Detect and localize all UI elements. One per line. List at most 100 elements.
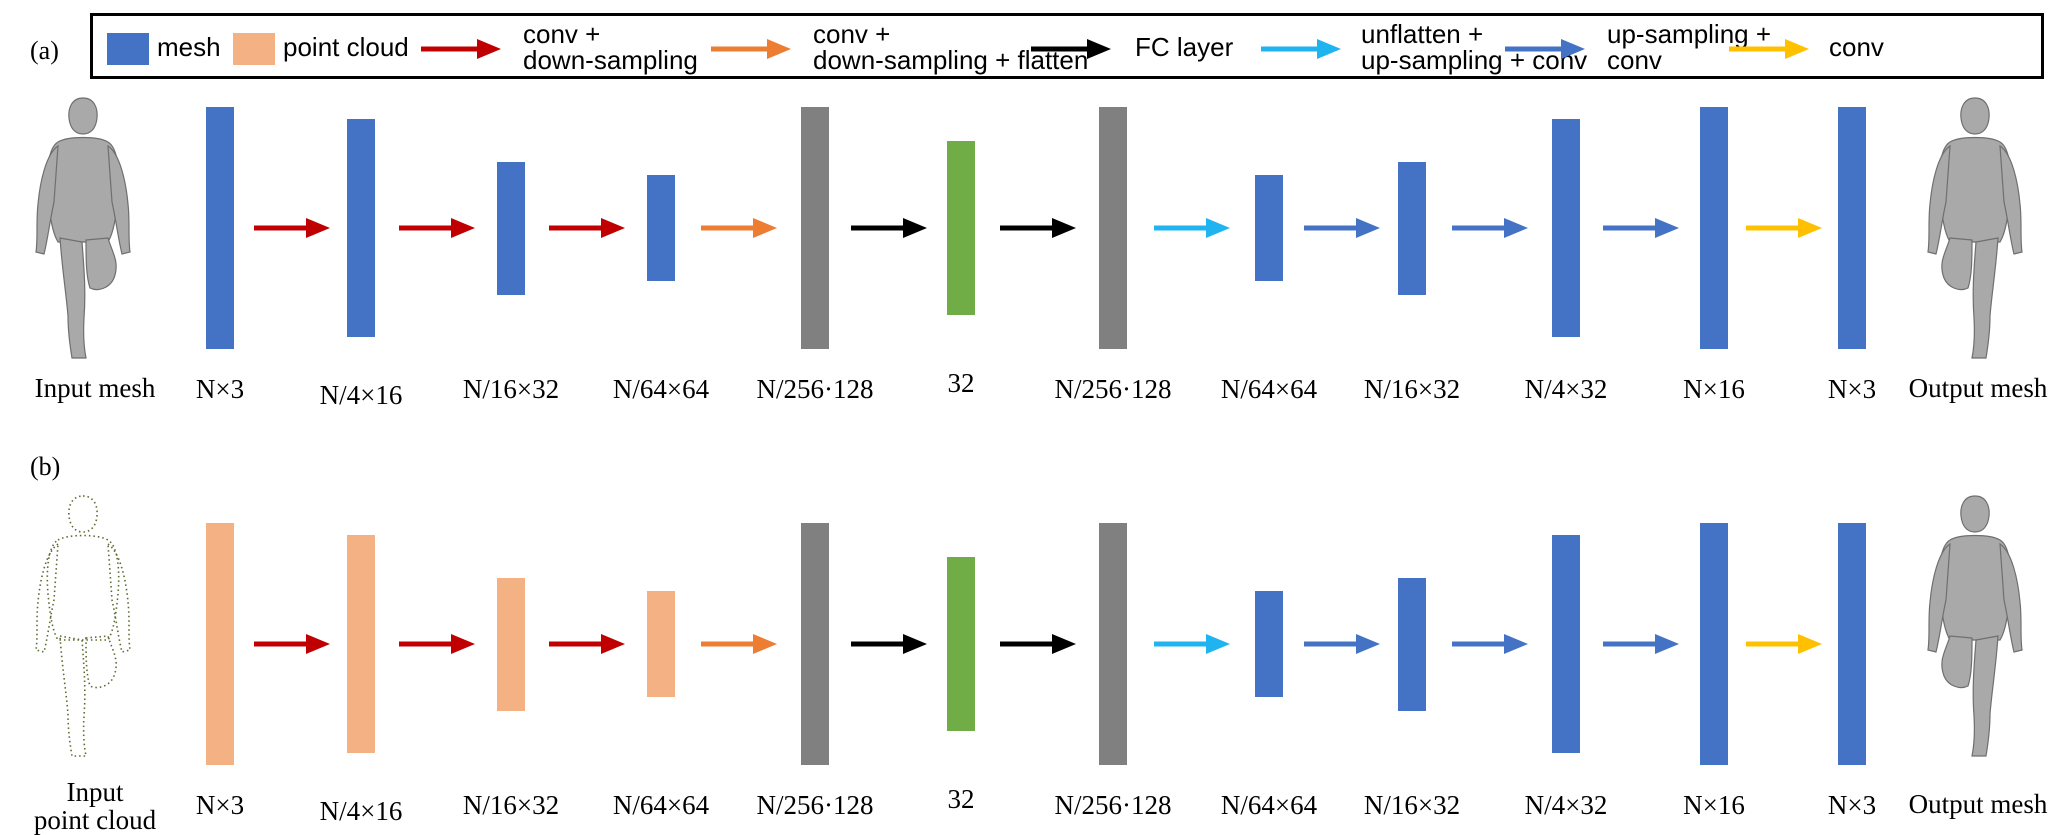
feature-block bbox=[1838, 107, 1866, 349]
dimension-label: N/4×16 bbox=[319, 380, 403, 410]
output-figure bbox=[1920, 490, 2030, 765]
flow-arrow bbox=[252, 632, 330, 661]
arrow-head bbox=[306, 218, 330, 238]
feature-block bbox=[1552, 535, 1580, 753]
dimension-label: N×3 bbox=[1827, 374, 1877, 404]
flow-arrow bbox=[1601, 216, 1679, 245]
flow-arrow bbox=[699, 216, 777, 245]
mesh-figure-part bbox=[85, 237, 117, 291]
flow-arrow bbox=[1152, 216, 1230, 245]
arrow-head bbox=[1206, 634, 1230, 654]
flow-arrow bbox=[547, 216, 625, 245]
flow-arrow bbox=[1744, 216, 1822, 245]
human-mesh-icon bbox=[1927, 495, 2023, 757]
output-label: Output mesh bbox=[1908, 789, 2048, 819]
flow-arrow-icon bbox=[254, 634, 330, 654]
dimension-label: N×3 bbox=[1827, 790, 1877, 820]
arrow-head bbox=[1561, 39, 1585, 59]
flow-arrow bbox=[1450, 632, 1528, 661]
arrow-head bbox=[1504, 218, 1528, 238]
mesh-figure-part bbox=[1927, 144, 1951, 255]
legend-arrow-7 bbox=[1727, 37, 1809, 66]
arrow-head bbox=[1206, 218, 1230, 238]
legend-arrow-icon bbox=[421, 39, 501, 59]
legend-label: FC layer bbox=[1135, 32, 1234, 62]
arrow-head bbox=[601, 218, 625, 238]
arrow-head bbox=[306, 634, 330, 654]
legend-swatch-point-cloud bbox=[233, 33, 275, 65]
output-figure bbox=[1920, 92, 2030, 367]
feature-block bbox=[1255, 175, 1283, 281]
dimension-label: N/16×32 bbox=[462, 374, 560, 404]
feature-block bbox=[1398, 578, 1426, 711]
flow-arrow-icon bbox=[254, 218, 330, 238]
flow-arrow-icon bbox=[549, 218, 625, 238]
legend-swatch-mesh bbox=[107, 33, 149, 65]
flow-arrow bbox=[547, 632, 625, 661]
feature-block bbox=[1099, 107, 1127, 349]
input-label: Input mesh bbox=[34, 373, 156, 403]
arrow-head bbox=[1356, 218, 1380, 238]
flow-arrow-icon bbox=[1000, 218, 1076, 238]
dimension-label: N/64×64 bbox=[612, 790, 710, 820]
output-label: Output mesh bbox=[1908, 373, 2048, 403]
arrow-head bbox=[753, 218, 777, 238]
mesh-figure-part bbox=[1999, 542, 2023, 653]
input-figure bbox=[28, 92, 138, 367]
legend-arrow-icon bbox=[711, 39, 791, 59]
arrow-head bbox=[1798, 218, 1822, 238]
feature-block bbox=[206, 523, 234, 765]
flow-arrow-icon bbox=[1154, 218, 1230, 238]
feature-block bbox=[1838, 523, 1866, 765]
arrow-head bbox=[1504, 634, 1528, 654]
dimension-label: N/256·128 bbox=[1054, 374, 1172, 404]
mesh-figure-part bbox=[59, 635, 87, 757]
arrow-head bbox=[1087, 39, 1111, 59]
feature-block bbox=[206, 107, 234, 349]
dimension-label: N/256·128 bbox=[756, 374, 874, 404]
legend-arrow-2 bbox=[419, 37, 501, 66]
panel-label: (b) bbox=[30, 452, 61, 481]
arrow-head bbox=[1052, 218, 1076, 238]
feature-block bbox=[1099, 523, 1127, 765]
arrow-head bbox=[477, 39, 501, 59]
mesh-figure-part bbox=[85, 635, 117, 689]
arrow-head bbox=[767, 39, 791, 59]
flow-arrow bbox=[699, 632, 777, 661]
arrow-head bbox=[1317, 39, 1341, 59]
dimension-label: N/4×32 bbox=[1524, 374, 1608, 404]
human-mesh-icon bbox=[35, 97, 131, 359]
arrow-head bbox=[1785, 39, 1809, 59]
flow-arrow bbox=[1152, 632, 1230, 661]
legend-arrow-4 bbox=[1029, 37, 1111, 66]
mesh-figure-part bbox=[107, 144, 131, 255]
dimension-label: N/256·128 bbox=[1054, 790, 1172, 820]
flow-arrow bbox=[1450, 216, 1528, 245]
feature-block bbox=[347, 119, 375, 337]
flow-arrow-icon bbox=[1000, 634, 1076, 654]
human-mesh-icon bbox=[1927, 97, 2023, 359]
flow-arrow-icon bbox=[851, 634, 927, 654]
mesh-figure-part bbox=[46, 534, 120, 641]
arrow-head bbox=[1052, 634, 1076, 654]
arrow-head bbox=[903, 634, 927, 654]
legend-label: up-sampling + conv bbox=[1607, 19, 1772, 75]
flow-arrow-icon bbox=[1746, 218, 1822, 238]
dimension-label: N/16×32 bbox=[462, 790, 560, 820]
flow-arrow bbox=[998, 216, 1076, 245]
input-label: Input point cloud bbox=[33, 777, 157, 835]
mesh-figure-part bbox=[1971, 237, 1999, 359]
dimension-label: N×3 bbox=[195, 790, 245, 820]
feature-block bbox=[1255, 591, 1283, 697]
flow-arrow-icon bbox=[1304, 634, 1380, 654]
feature-block bbox=[647, 591, 675, 697]
feature-block bbox=[347, 535, 375, 753]
dimension-label: N/4×32 bbox=[1524, 790, 1608, 820]
flow-arrow bbox=[998, 632, 1076, 661]
dimension-label: N/64×64 bbox=[1220, 790, 1318, 820]
flow-arrow bbox=[252, 216, 330, 245]
flow-arrow-icon bbox=[1304, 218, 1380, 238]
flow-arrow bbox=[397, 216, 475, 245]
flow-arrow-icon bbox=[701, 218, 777, 238]
